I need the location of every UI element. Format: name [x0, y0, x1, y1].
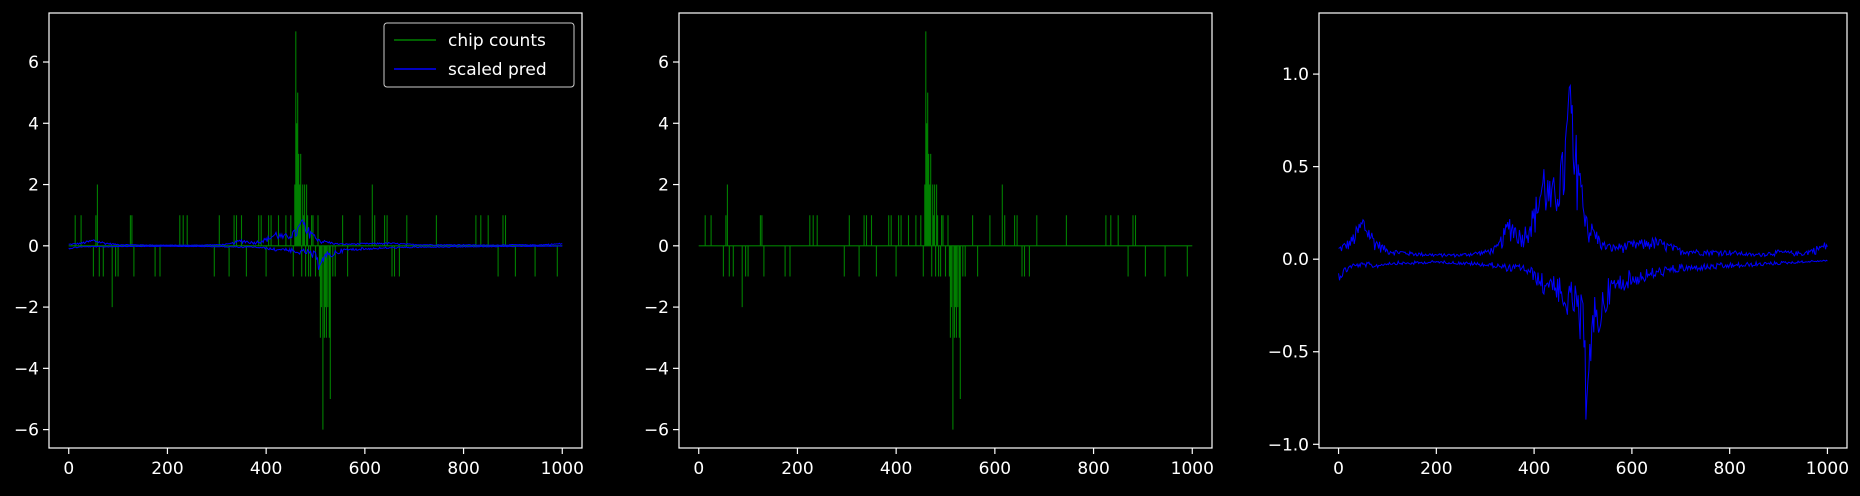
y-tick-label: −4: [644, 359, 669, 379]
x-tick-label: 800: [1713, 459, 1745, 479]
x-tick-label: 800: [447, 459, 479, 479]
axes-frame: [48, 12, 583, 449]
y-tick-label: 0.5: [1282, 158, 1309, 178]
series-scaled-pred-lower-line: [1338, 259, 1828, 420]
x-tick-label: 1000: [1806, 459, 1849, 479]
x-tick-label: 600: [979, 459, 1011, 479]
y-tick-label: 4: [658, 114, 669, 134]
x-tick-label: 0: [63, 459, 74, 479]
x-tick-label: 400: [250, 459, 282, 479]
x-tick-label: 0: [693, 459, 704, 479]
axes-chip-counts-and-scaled-pred: 0 200 400 600 800 1000 −6 −4 −2 0 2 4 6: [14, 12, 584, 479]
legend-box: [383, 22, 575, 88]
y-tick-label: −0.5: [1268, 343, 1309, 363]
y-tick-label: 6: [28, 53, 39, 73]
axes-frame: [678, 12, 1213, 449]
y-tick-label: 0.0: [1282, 250, 1309, 270]
y-tick-label: 4: [28, 114, 39, 134]
y-tick-label: −6: [644, 421, 669, 441]
series-chip-counts-line: [698, 31, 1193, 430]
y-tick-label: 1.0: [1282, 65, 1309, 85]
x-tick-label: 1000: [541, 459, 584, 479]
x-tick-label: 200: [781, 459, 813, 479]
y-tick-label: −4: [14, 359, 39, 379]
y-tick-label: −2: [14, 298, 39, 318]
y-tick-label: 0: [658, 237, 669, 257]
x-tick-label: 0: [1333, 459, 1344, 479]
y-tick-label: 2: [658, 176, 669, 196]
axes-scaled-pred: 0 200 400 600 800 1000 −1.0 −0.5 0.0 0.5 1.0: [1268, 12, 1849, 479]
x-tick-label: 200: [151, 459, 183, 479]
series-scaled-pred-upper-line: [1338, 83, 1828, 259]
y-tick-label: −6: [14, 421, 39, 441]
axes-chip-counts: 0 200 400 600 800 1000 −6 −4 −2 0 2 4 6: [644, 12, 1214, 479]
x-tick-label: 1000: [1171, 459, 1214, 479]
y-tick-label: 0: [28, 237, 39, 257]
y-tick-label: 2: [28, 176, 39, 196]
x-tick-label: 800: [1077, 459, 1109, 479]
x-tick-label: 400: [880, 459, 912, 479]
x-tick-label: 200: [1420, 459, 1452, 479]
legend-label-chip-counts: chip counts: [448, 31, 546, 51]
legend: chip counts scaled pred: [383, 22, 575, 88]
x-tick-label: 600: [1616, 459, 1648, 479]
y-tick-label: −1.0: [1268, 435, 1309, 455]
y-tick-label: 6: [658, 53, 669, 73]
x-tick-label: 400: [1518, 459, 1550, 479]
series-scaled-pred-upper-line: [68, 219, 563, 247]
series-scaled-pred-lower-line: [68, 245, 563, 270]
legend-label-scaled-pred: scaled pred: [448, 60, 547, 80]
axes-frame: [1318, 12, 1848, 449]
series-chip-counts-line: [68, 31, 563, 430]
x-tick-label: 600: [349, 459, 381, 479]
y-tick-label: −2: [644, 298, 669, 318]
